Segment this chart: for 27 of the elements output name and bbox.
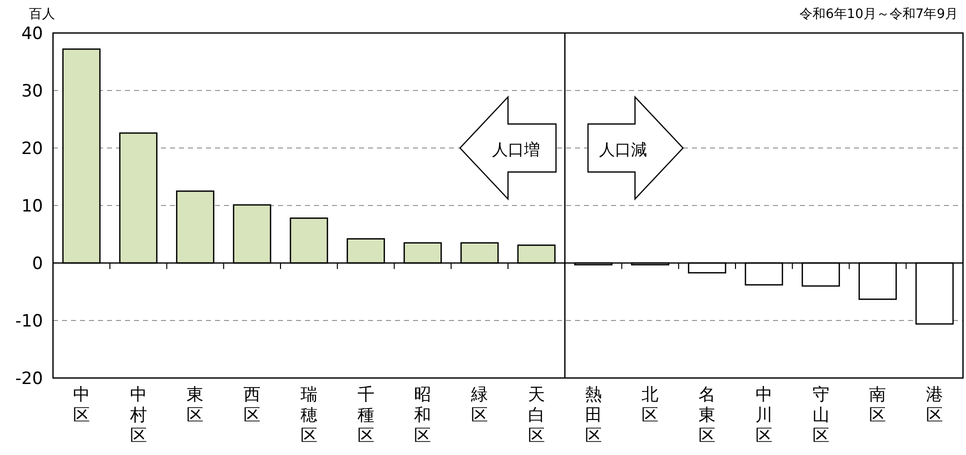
y-tick-label: 20 [21, 138, 43, 159]
x-tick-label: 千種区 [357, 385, 374, 446]
x-tick-label: 西区 [244, 385, 261, 426]
y-tick-label: -10 [15, 311, 43, 332]
annotation: 人口減 [599, 140, 647, 159]
y-tick-label: 30 [21, 81, 43, 102]
x-tick-label: 東区 [186, 385, 204, 426]
x-tick-label: 南区 [869, 385, 886, 426]
x-tick-label: 港区 [926, 385, 944, 426]
x-tick-label: 中区 [72, 385, 90, 426]
x-tick-label: 熱田区 [584, 385, 602, 446]
y-tick-label: 10 [21, 196, 43, 216]
y-tick-label: 40 [21, 24, 43, 44]
x-tick-label: 昭和区 [414, 385, 432, 446]
x-tick-label: 中川区 [755, 385, 772, 446]
text: 令和6年10月～令和7年9月 [800, 7, 958, 22]
x-tick-label: 緑区 [470, 385, 488, 426]
x-tick-label: 名東区 [698, 385, 716, 446]
x-tick-label: 天白区 [528, 385, 545, 446]
x-tick-label: 守山区 [812, 385, 830, 446]
x-tick-label: 瑞穂区 [300, 385, 318, 446]
y-tick-label: -20 [15, 368, 43, 389]
annotation: 人口増 [492, 140, 540, 159]
x-tick-label: 中村区 [128, 385, 147, 446]
y-tick-label: 0 [32, 254, 43, 274]
x-tick-label: 北区 [642, 385, 659, 426]
y-axis-title: 百人 [29, 7, 55, 22]
